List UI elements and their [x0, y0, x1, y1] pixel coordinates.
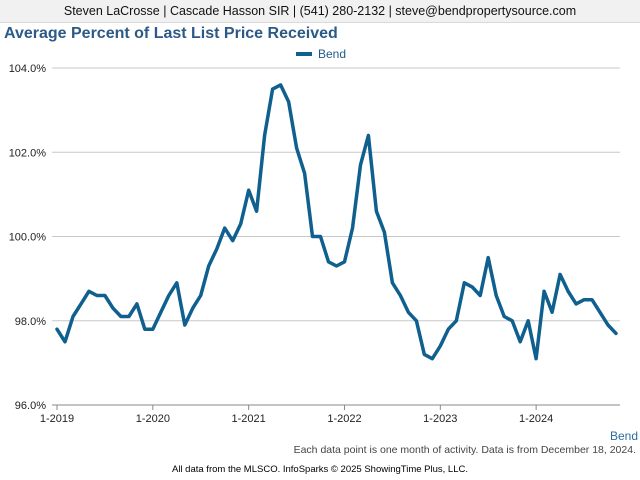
- x-tick-label: 1-2024: [519, 413, 553, 425]
- contact-header: Steven LaCrosse | Cascade Hasson SIR | (…: [0, 0, 640, 23]
- line-chart: 96.0% 98.0% 100.0% 102.0% 104.0% 1-2019 1-2020…: [9, 63, 620, 425]
- x-tick-label: 1-2023: [423, 413, 457, 425]
- corner-series-label: Bend: [609, 429, 638, 443]
- data-footnote: Each data point is one month of activity…: [293, 444, 636, 456]
- y-tick-label: 98.0%: [15, 316, 46, 328]
- legend-swatch: [296, 52, 312, 56]
- y-tick-label: 100.0%: [9, 232, 47, 244]
- legend: Bend: [296, 47, 346, 61]
- series-line-bend: [55, 83, 618, 361]
- x-tick-label: 1-2022: [327, 413, 361, 425]
- legend-label: Bend: [318, 47, 347, 61]
- copyright-notice: All data from the MLSCO. InfoSparks © 20…: [171, 464, 468, 475]
- y-tick-label: 96.0%: [15, 400, 46, 412]
- contact-text: Steven LaCrosse | Cascade Hasson SIR | (…: [63, 4, 577, 18]
- x-tick-label: 1-2019: [40, 413, 74, 425]
- y-tick-label: 102.0%: [9, 147, 47, 159]
- chart-title: Average Percent of Last List Price Recei…: [4, 25, 338, 42]
- x-tick-label: 1-2020: [136, 413, 170, 425]
- x-tick-label: 1-2021: [232, 413, 266, 425]
- y-tick-label: 104.0%: [9, 63, 47, 75]
